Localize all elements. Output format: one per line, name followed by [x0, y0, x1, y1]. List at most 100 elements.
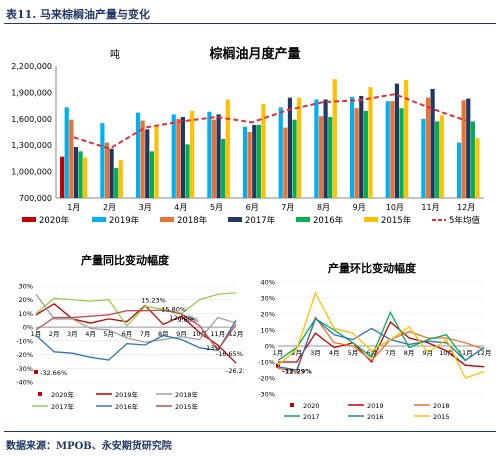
bar-2018年 — [425, 97, 431, 198]
legend-swatch — [364, 217, 378, 222]
bar-2019年 — [207, 111, 212, 198]
figure-caption: 表11. 马来棕榈油产量与变化 — [6, 8, 150, 21]
x-tick-label: 8月 — [404, 349, 415, 357]
bar-2018年 — [318, 116, 324, 198]
y-tick-label: 10% — [19, 310, 33, 318]
bar-2015年 — [118, 160, 123, 198]
legend-label: 2018年 — [175, 390, 199, 399]
bar-2015年 — [225, 99, 230, 198]
line-2015 — [277, 291, 485, 379]
legend-label: 2019 — [367, 402, 384, 410]
footer: 数据来源：MPOB、永安期货研究院 — [0, 431, 500, 456]
bar-2018年 — [247, 132, 252, 198]
legend-swatch — [22, 217, 36, 222]
bar-2016年 — [470, 121, 475, 198]
x-tick-label: 1月 — [67, 203, 80, 212]
bar-2016年 — [221, 139, 226, 198]
bar-2017年 — [252, 124, 257, 198]
bar-2016年 — [292, 119, 297, 198]
x-tick-label: 2月 — [103, 203, 116, 212]
bar-2018年 — [140, 120, 145, 198]
bar-2016年 — [399, 108, 404, 198]
x-tick-label: 3月 — [310, 349, 321, 357]
y-tick-label: 30% — [261, 295, 275, 303]
bar-2019年 — [314, 99, 319, 198]
bar-2017年 — [216, 114, 221, 198]
chart-title: 棕榈油月度产量 — [208, 46, 300, 62]
x-tick-label: 12月 — [457, 203, 475, 212]
bar-2015年 — [404, 80, 409, 198]
x-tick-label: 9月 — [176, 330, 187, 338]
y-tick-label: 2,200,000 — [11, 62, 52, 71]
bar-2018年 — [69, 119, 74, 198]
y-tick-label: -10% — [258, 359, 275, 367]
line-2019年 — [35, 303, 237, 364]
legend-label: 2015年 — [381, 215, 412, 226]
data-label: 9.60% — [177, 316, 198, 324]
data-label: -16.65% — [216, 350, 243, 358]
x-tick-label: 8月 — [317, 203, 330, 212]
y-tick-label: 1,000,000 — [11, 168, 52, 177]
y-tick-label: 1,600,000 — [11, 115, 52, 124]
x-tick-label: 4月 — [85, 330, 96, 338]
x-tick-label: 4月 — [174, 203, 187, 212]
x-tick-label: 5月 — [210, 203, 223, 212]
legend-swatch — [160, 217, 174, 222]
x-tick-label: 12月 — [229, 330, 244, 338]
bar-2017年 — [109, 148, 114, 198]
bar-2015年 — [297, 97, 302, 198]
x-tick-label: 6月 — [122, 330, 133, 338]
y-tick-label: 10% — [261, 327, 275, 335]
x-tick-label: 10月 — [439, 349, 454, 357]
legend-label: 2015年 — [175, 402, 199, 411]
bar-2017年 — [73, 146, 79, 198]
x-tick-label: 6月 — [246, 203, 259, 212]
y-tick-label: 0% — [265, 343, 275, 351]
x-tick-label: 11月 — [421, 203, 439, 212]
legend-label: 2016年 — [115, 402, 139, 411]
y-tick-label: 40% — [261, 279, 275, 287]
line-2017年 — [35, 292, 237, 327]
y-tick-label: -10% — [16, 337, 33, 345]
legend-label: 2016 — [367, 413, 384, 421]
legend-label: 2019年 — [109, 215, 140, 226]
bar-2017年 — [430, 88, 435, 198]
bar-2015年 — [190, 110, 195, 198]
bar-2016年 — [114, 168, 119, 198]
legend-swatch — [296, 217, 310, 222]
bar-2017年 — [287, 97, 293, 198]
bar-2019年 — [135, 112, 141, 198]
data-label: -32.66% — [40, 369, 67, 377]
legend-swatch — [92, 217, 106, 222]
x-tick-label: 10月 — [192, 330, 207, 338]
avg-line — [73, 93, 467, 150]
header-rule — [4, 23, 496, 24]
legend-label: 2016年 — [313, 215, 344, 226]
y-tick-label: 0% — [23, 324, 33, 332]
header: 表11. 马来棕榈油产量与变化 — [0, 0, 500, 26]
data-label: 12.40% — [169, 314, 194, 322]
legend-label: 2019年 — [115, 390, 139, 399]
bar-2019年 — [456, 142, 462, 198]
bar-2017年 — [359, 95, 364, 198]
line-2018年 — [35, 293, 237, 343]
bar-2017年 — [180, 117, 186, 198]
bar-2018年 — [283, 127, 288, 198]
legend-label: 5年均值 — [449, 215, 480, 226]
legend-label: 2018年 — [177, 215, 208, 226]
legend-swatch — [228, 217, 242, 222]
y-tick-label: -20% — [16, 351, 33, 359]
line-2015年 — [35, 309, 237, 352]
bar-2019年 — [242, 126, 248, 198]
y-tick-label: -30% — [258, 391, 275, 399]
legend-label: 2017年 — [245, 215, 276, 226]
bar-2018年 — [104, 142, 110, 198]
monthly-production-chart: 棕榈油月度产量 吨 700,000 1,000,000 1,300,000 1,600,0… — [11, 46, 484, 226]
x-tick-label: 2月 — [291, 349, 302, 357]
bar-2015年 — [475, 138, 480, 198]
bar-2019年 — [421, 118, 426, 198]
line-2017 — [277, 310, 485, 362]
bar-2018年 — [390, 101, 395, 198]
y-tick-label: 1,300,000 — [11, 141, 52, 150]
x-tick-label: 10月 — [386, 203, 404, 212]
